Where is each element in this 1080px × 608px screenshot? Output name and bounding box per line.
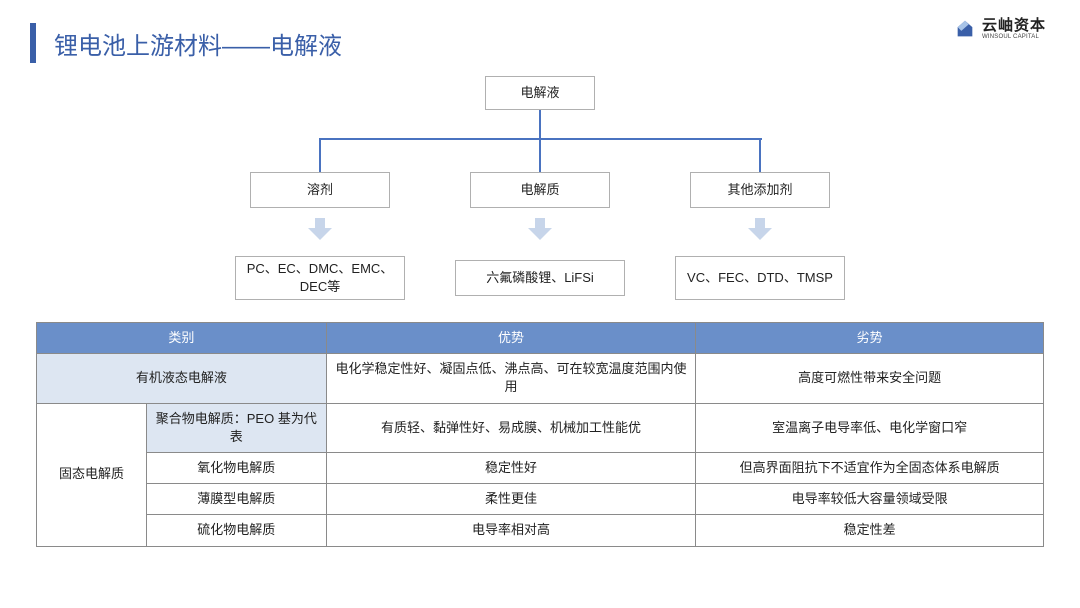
flow-leaf-0: PC、EC、DMC、EMC、DEC等 — [235, 256, 405, 300]
cell-adv: 有质轻、黏弹性好、易成膜、机械加工性能优 — [326, 403, 696, 452]
flow-root: 电解液 — [485, 76, 595, 110]
arrow-down-icon — [522, 218, 558, 240]
cell-category: 薄膜型电解质 — [146, 484, 326, 515]
connector-line — [759, 138, 761, 172]
cell-dis: 室温离子电导率低、电化学窗口窄 — [696, 403, 1044, 452]
comparison-table: 类别优势劣势有机液态电解液电化学稳定性好、凝固点低、沸点高、可在较宽温度范围内使… — [36, 322, 1044, 547]
flowchart: 电解液溶剂 电解质 其他添加剂 PC、EC、DMC、EMC、DEC等 六氟磷酸锂、LiF… — [180, 76, 900, 306]
cell-adv: 柔性更佳 — [326, 484, 696, 515]
page-title: 锂电池上游材料——电解液 — [54, 26, 342, 61]
brand-logo: 云岫资本 WINSOUL CAPITAL — [954, 18, 1046, 40]
connector-line — [539, 110, 541, 138]
connector-line — [320, 138, 762, 140]
cell-dis: 电导率较低大容量领域受限 — [696, 484, 1044, 515]
title-accent-bar — [30, 23, 36, 63]
flow-mid-1: 电解质 — [470, 172, 610, 208]
flow-mid-0: 溶剂 — [250, 172, 390, 208]
logo-text: 云岫资本 — [982, 18, 1046, 33]
flow-leaf-2: VC、FEC、DTD、TMSP — [675, 256, 845, 300]
cell-category: 聚合物电解质：PEO 基为代表 — [146, 403, 326, 452]
arrow-down-icon — [742, 218, 778, 240]
logo-subtext: WINSOUL CAPITAL — [982, 34, 1046, 40]
cell-dis: 稳定性差 — [696, 515, 1044, 546]
th-category: 类别 — [37, 323, 327, 354]
cell-category: 有机液态电解液 — [37, 354, 327, 403]
flow-mid-2: 其他添加剂 — [690, 172, 830, 208]
flow-leaf-1: 六氟磷酸锂、LiFSi — [455, 260, 625, 296]
th-advantage: 优势 — [326, 323, 696, 354]
arrow-down-icon — [302, 218, 338, 240]
cell-dis: 高度可燃性带来安全问题 — [696, 354, 1044, 403]
cell-category: 硫化物电解质 — [146, 515, 326, 546]
connector-line — [539, 138, 541, 172]
cell-category: 氧化物电解质 — [146, 452, 326, 483]
title-row: 锂电池上游材料——电解液 — [30, 18, 1050, 68]
cell-group: 固态电解质 — [37, 403, 147, 546]
th-disadvantage: 劣势 — [696, 323, 1044, 354]
logo-icon — [954, 18, 976, 40]
cell-dis: 但高界面阻抗下不适宜作为全固态体系电解质 — [696, 452, 1044, 483]
cell-adv: 电导率相对高 — [326, 515, 696, 546]
connector-line — [319, 138, 321, 172]
cell-adv: 电化学稳定性好、凝固点低、沸点高、可在较宽温度范围内使用 — [326, 354, 696, 403]
cell-adv: 稳定性好 — [326, 452, 696, 483]
